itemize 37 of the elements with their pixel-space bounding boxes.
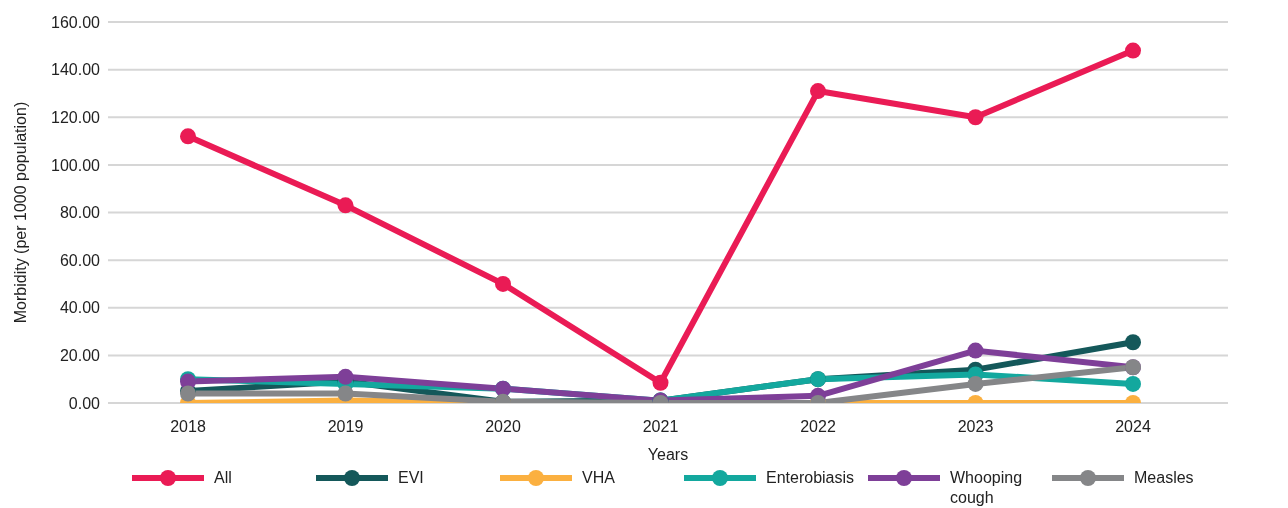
point xyxy=(1125,334,1141,351)
x-tick-label: 2019 xyxy=(327,418,364,436)
legend-label: Enterobiasis xyxy=(766,468,855,488)
y-tick-label: 40.00 xyxy=(59,299,101,317)
point xyxy=(337,368,354,385)
point xyxy=(967,109,984,126)
point xyxy=(495,275,511,292)
y-axis-title: Morbidity (per 1000 population) xyxy=(11,101,29,324)
x-tick-label: 2018 xyxy=(170,418,206,436)
point xyxy=(652,374,669,391)
point xyxy=(337,385,354,402)
y-tick-label: 80.00 xyxy=(59,204,101,222)
x-tick-label: 2021 xyxy=(642,418,679,436)
legend-label: VHA xyxy=(582,468,615,488)
y-tick-label: 140.00 xyxy=(51,61,101,79)
y-tick-label: 160.00 xyxy=(51,13,101,31)
x-axis-title: Years xyxy=(647,446,689,463)
point xyxy=(1125,375,1141,392)
legend-label: Whooping cough xyxy=(950,468,1024,508)
point xyxy=(180,128,196,145)
y-tick-label: 60.00 xyxy=(59,251,101,269)
y-tick-label: 20.00 xyxy=(59,347,101,365)
point xyxy=(337,197,354,214)
x-tick-label: 2020 xyxy=(485,418,521,436)
legend-label: EVI xyxy=(398,468,424,488)
legend-label: Measles xyxy=(1134,468,1194,488)
x-tick-label: 2022 xyxy=(800,418,836,436)
point xyxy=(967,342,984,359)
legend-label: All xyxy=(214,468,232,488)
y-tick-label: 100.00 xyxy=(51,156,101,174)
x-tick-label: 2023 xyxy=(957,418,994,436)
point xyxy=(967,375,984,392)
y-tick-label: 0.00 xyxy=(68,394,101,412)
x-tick-label: 2024 xyxy=(1115,418,1151,436)
point xyxy=(1125,42,1141,59)
y-tick-label: 120.00 xyxy=(51,108,101,126)
point xyxy=(810,83,826,100)
